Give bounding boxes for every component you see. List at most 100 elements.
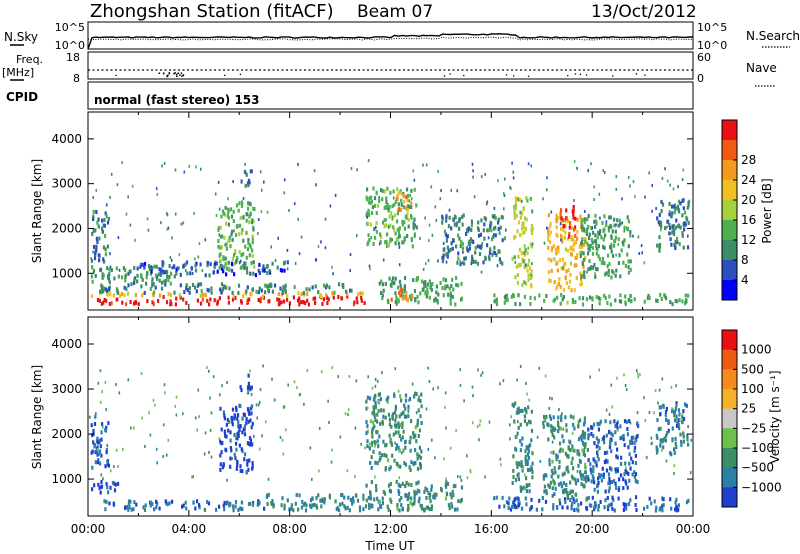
- power-colorbar-swatch: [722, 240, 737, 261]
- power-cell: [286, 260, 289, 265]
- velocity-cell: [517, 420, 519, 424]
- velocity-cell: [272, 503, 275, 508]
- velocity-cell: [378, 499, 381, 504]
- velocity-cell: [673, 410, 676, 415]
- velocity-cell: [430, 484, 433, 489]
- velocity-cell: [590, 479, 593, 484]
- velocity-cell: [605, 458, 608, 463]
- power-cell: [429, 285, 432, 290]
- power-cell: [557, 281, 560, 286]
- power-cell: [359, 291, 362, 296]
- power-cell: [480, 175, 483, 179]
- power-cell: [660, 297, 663, 301]
- power-cell: [105, 298, 108, 303]
- velocity-cell: [578, 452, 581, 457]
- power-cell: [390, 297, 393, 302]
- velocity-cell: [525, 445, 528, 450]
- power-cell: [350, 288, 353, 293]
- velocity-cell: [125, 505, 128, 510]
- power-cell: [555, 251, 558, 256]
- power-cell: [246, 212, 249, 217]
- velocity-cell: [584, 442, 587, 447]
- velocity-cell: [629, 421, 632, 425]
- power-cell: [687, 234, 689, 238]
- velocity-cell: [95, 412, 97, 416]
- velocity-cell: [550, 424, 553, 429]
- power-cell: [105, 287, 108, 292]
- power-cell: [260, 188, 263, 192]
- velocity-cell: [400, 451, 403, 455]
- velocity-cell: [583, 448, 586, 453]
- power-cell: [477, 220, 480, 225]
- power-cell: [264, 283, 267, 288]
- velocity-cell: [267, 477, 270, 481]
- power-cell: [555, 262, 558, 267]
- velocity-cell: [576, 478, 580, 483]
- power-cell: [230, 207, 233, 212]
- velocity-cell: [633, 448, 636, 453]
- power-cell: [437, 292, 440, 297]
- power-cell: [501, 215, 504, 220]
- power-cell: [578, 250, 582, 255]
- power-ytick-label: 2000: [51, 221, 82, 235]
- velocity-cell: [374, 444, 376, 448]
- power-cell: [273, 283, 277, 288]
- power-cell: [530, 284, 533, 289]
- power-cell: [356, 300, 359, 305]
- velocity-cell: [404, 484, 407, 489]
- velocity-cell: [636, 372, 639, 376]
- velocity-cell: [575, 498, 578, 503]
- velocity-cell: [370, 480, 373, 485]
- velocity-cell: [558, 408, 560, 412]
- power-cell: [620, 248, 623, 253]
- velocity-cell: [231, 416, 234, 421]
- power-cell: [109, 292, 112, 297]
- velocity-cell: [619, 435, 622, 439]
- velocity-cell: [449, 492, 452, 497]
- power-cell: [379, 239, 382, 244]
- velocity-cell: [321, 499, 325, 503]
- power-cell: [591, 251, 595, 256]
- velocity-cell: [526, 467, 530, 472]
- power-cell: [462, 250, 464, 254]
- velocity-cell: [630, 456, 633, 461]
- power-cell: [91, 279, 94, 284]
- velocity-cell: [543, 417, 546, 422]
- velocity-cell: [371, 434, 374, 439]
- power-cell: [618, 218, 621, 223]
- power-cell: [516, 229, 519, 234]
- velocity-cell: [106, 462, 109, 467]
- power-cell: [457, 283, 460, 288]
- power-cell: [422, 163, 424, 167]
- velocity-cell: [232, 508, 235, 513]
- power-cell: [582, 242, 586, 247]
- velocity-cell: [362, 507, 365, 512]
- power-cell: [674, 298, 677, 303]
- velocity-cell: [380, 408, 383, 413]
- power-cell: [92, 244, 96, 249]
- power-cell: [209, 297, 212, 302]
- power-cell: [393, 202, 396, 207]
- velocity-cell: [670, 409, 674, 414]
- velocity-cell: [525, 502, 528, 507]
- velocity-cell: [622, 508, 625, 512]
- power-cell: [424, 291, 427, 296]
- power-cell: [658, 212, 661, 217]
- power-cell: [533, 296, 536, 301]
- velocity-cell: [466, 476, 469, 480]
- velocity-cell: [318, 426, 321, 430]
- power-cell: [601, 220, 604, 225]
- velocity-cell: [149, 500, 152, 505]
- velocity-cell: [417, 408, 420, 413]
- velocity-cell: [239, 468, 242, 473]
- velocity-cell: [371, 504, 374, 508]
- velocity-cell: [459, 383, 462, 387]
- power-cell: [206, 263, 209, 268]
- power-cell: [517, 197, 520, 202]
- power-cell: [222, 257, 225, 262]
- velocity-cell: [623, 504, 626, 509]
- velocity-cell: [430, 487, 433, 492]
- velocity-cell: [654, 508, 657, 513]
- velocity-cell: [675, 504, 678, 509]
- power-cell: [585, 232, 589, 237]
